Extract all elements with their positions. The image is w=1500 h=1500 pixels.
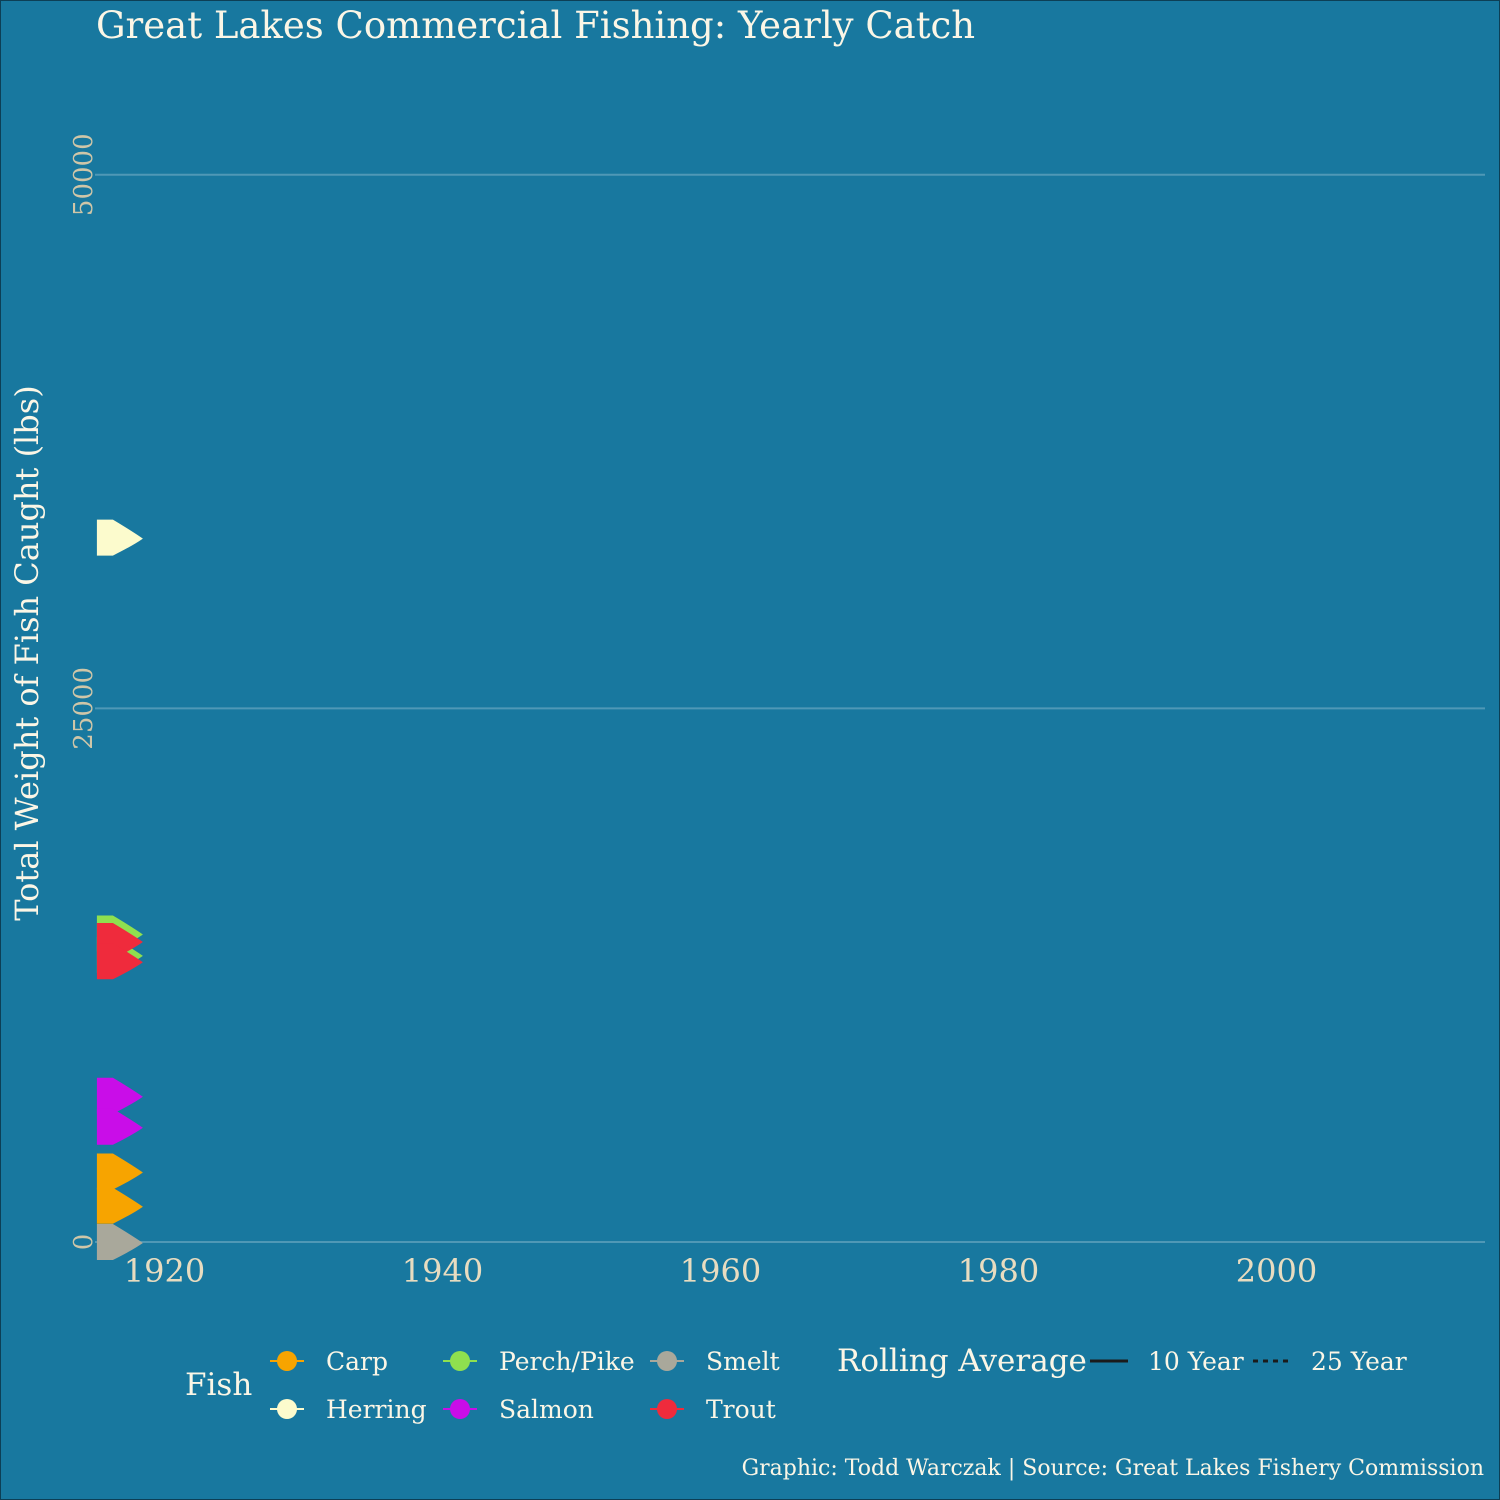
- legend-label: Perch/Pike: [499, 1347, 635, 1376]
- x-axis-ticks: 1920 1940 1960 1980 2000: [124, 1252, 1317, 1290]
- legend-item-smelt: Smelt: [650, 1347, 780, 1376]
- y-axis-ticks: 0 25000 50000: [69, 133, 99, 1250]
- y-tick-label: 50000: [69, 133, 99, 216]
- data-point-salmon: [96, 1077, 143, 1114]
- data-point-carp: [96, 1187, 143, 1224]
- data-point-salmon: [96, 1108, 143, 1145]
- legend-label: Carp: [326, 1347, 388, 1376]
- legend: Fish Carp Herring Perch/Pike Salmon Smelt Tro…: [185, 1343, 1407, 1424]
- chart-caption: Graphic: Todd Warczak | Source: Great La…: [741, 1456, 1484, 1481]
- data-points: [96, 519, 143, 1260]
- legend-rolling-entries: 10 Year 25 Year: [1090, 1347, 1407, 1376]
- legend-fish-entries: Carp Herring Perch/Pike Salmon Smelt Trout: [270, 1347, 780, 1424]
- x-tick-label: 1980: [958, 1252, 1039, 1290]
- x-tick-label: 2000: [1236, 1252, 1317, 1290]
- legend-label: 25 Year: [1311, 1347, 1407, 1376]
- gridlines: [95, 173, 1485, 1243]
- y-tick-label: 0: [69, 1234, 99, 1251]
- legend-item-herring: Herring: [270, 1395, 427, 1424]
- data-point-carp: [96, 1153, 143, 1190]
- legend-label: Trout: [706, 1395, 776, 1424]
- legend-item-carp: Carp: [270, 1347, 388, 1376]
- legend-label: Salmon: [499, 1395, 594, 1424]
- data-point-trout: [96, 943, 143, 980]
- x-tick-label: 1920: [124, 1252, 205, 1290]
- legend-key-dot: [277, 1399, 297, 1419]
- x-tick-label: 1960: [680, 1252, 761, 1290]
- legend-label: Herring: [326, 1395, 427, 1424]
- data-point-herring: [96, 519, 143, 556]
- legend-key-dot: [657, 1351, 677, 1371]
- data-point-smelt: [96, 1224, 143, 1260]
- legend-label: Smelt: [706, 1347, 780, 1376]
- legend-item-trout: Trout: [650, 1395, 776, 1424]
- legend-label: 10 Year: [1148, 1347, 1244, 1376]
- chart-title: Great Lakes Commercial Fishing: Yearly C…: [96, 4, 976, 47]
- legend-item-perch-pike: Perch/Pike: [443, 1347, 635, 1376]
- legend-key-dot: [277, 1351, 297, 1371]
- x-tick-label: 1940: [402, 1252, 483, 1290]
- legend-fish-title: Fish: [185, 1367, 252, 1403]
- legend-item-25-year: 25 Year: [1253, 1347, 1407, 1376]
- legend-rolling-title: Rolling Average: [837, 1343, 1087, 1379]
- legend-key-dot: [450, 1399, 470, 1419]
- legend-item-10-year: 10 Year: [1090, 1347, 1244, 1376]
- legend-item-salmon: Salmon: [443, 1395, 594, 1424]
- y-tick-label: 25000: [69, 667, 99, 750]
- legend-key-dot: [450, 1351, 470, 1371]
- y-axis-label: Total Weight of Fish Caught (lbs): [8, 385, 46, 920]
- legend-key-dot: [657, 1399, 677, 1419]
